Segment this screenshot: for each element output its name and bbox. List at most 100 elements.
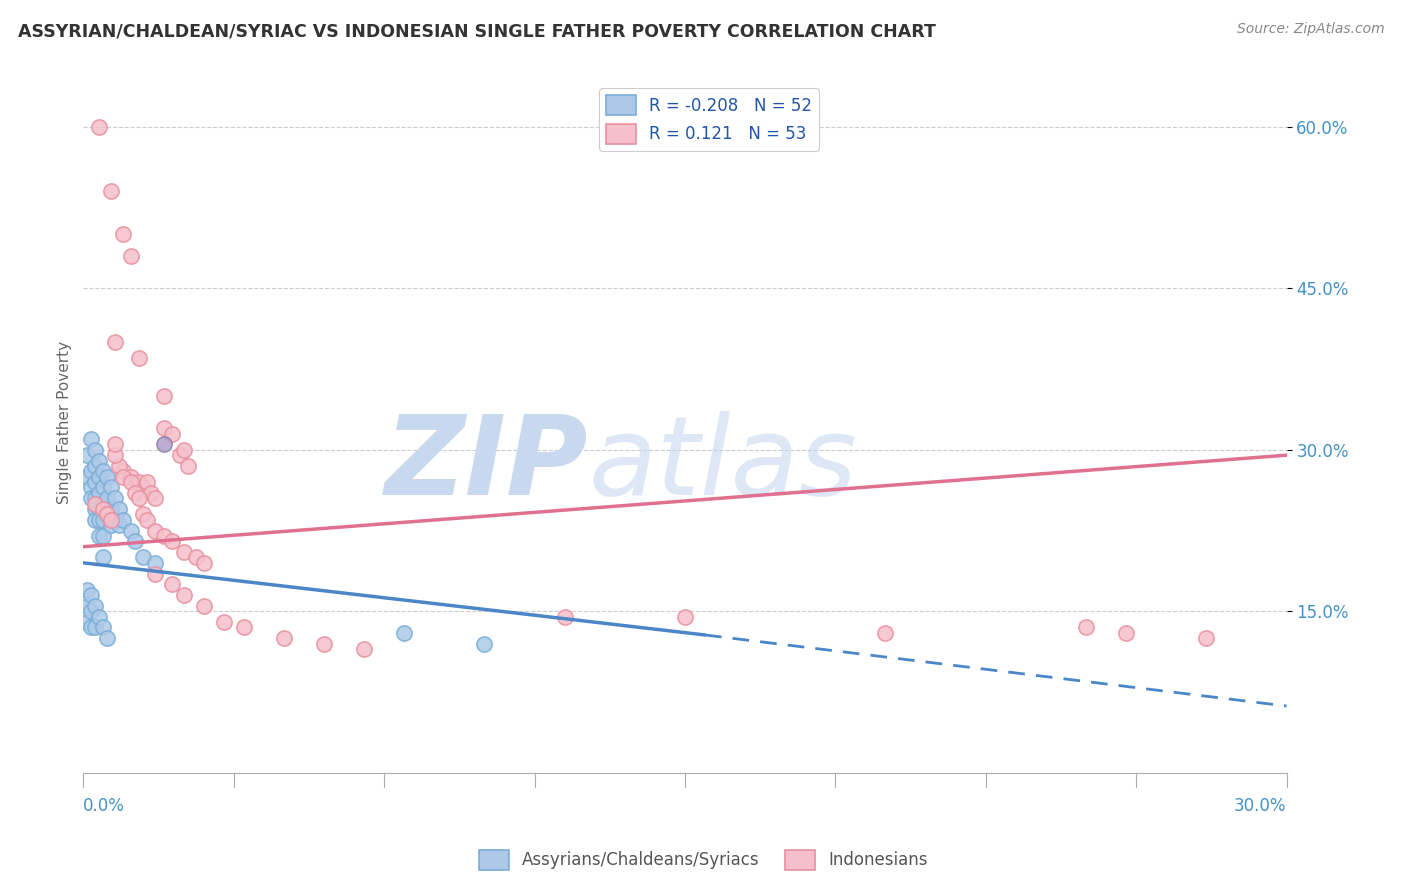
Point [184,550,207,565]
Text: atlas: atlas [589,411,858,518]
Point [112,513,135,527]
Point [93,481,115,495]
Point [84,620,107,634]
Point [89,529,111,543]
Point [124,534,146,549]
Point [89,609,111,624]
Point [80,604,103,618]
Point [128,351,150,366]
Point [160,426,183,441]
Point [80,481,103,495]
Point [112,469,135,483]
Point [124,486,146,500]
Point [212,615,235,629]
Point [96,469,118,483]
Point [160,534,183,549]
Point [76,469,98,483]
Text: 30.0%: 30.0% [1234,797,1286,815]
Point [93,620,115,634]
Point [145,566,167,581]
Point [80,432,103,446]
Point [145,491,167,506]
Point [96,508,118,522]
Point [89,513,111,527]
Point [128,475,150,489]
Point [100,502,122,516]
Point [160,577,183,591]
Point [136,513,159,527]
Point [176,458,198,473]
Point [104,448,127,462]
Point [89,453,111,467]
Point [80,620,103,634]
Point [173,588,195,602]
Point [104,513,127,527]
Point [673,609,696,624]
Point [76,582,98,597]
Point [84,497,107,511]
Point [136,475,159,489]
Point [1195,631,1218,645]
Legend: Assyrians/Chaldeans/Syriacs, Indonesians: Assyrians/Chaldeans/Syriacs, Indonesians [472,843,934,877]
Point [141,486,163,500]
Point [84,599,107,613]
Point [132,508,155,522]
Text: Source: ZipAtlas.com: Source: ZipAtlas.com [1237,22,1385,37]
Point [173,545,195,559]
Point [108,502,131,516]
Point [100,185,122,199]
Point [93,464,115,478]
Point [128,491,150,506]
Point [80,491,103,506]
Point [80,464,103,478]
Point [104,335,127,350]
Point [96,508,118,522]
Point [145,524,167,538]
Point [76,599,98,613]
Point [112,227,135,242]
Point [232,620,254,634]
Point [169,448,191,462]
Point [353,642,375,657]
Point [120,249,142,263]
Point [100,518,122,533]
Point [84,513,107,527]
Point [93,529,115,543]
Point [474,637,496,651]
Point [100,513,122,527]
Point [1115,625,1137,640]
Point [152,437,174,451]
Point [89,469,111,483]
Point [120,524,142,538]
Point [89,502,111,516]
Point [89,120,111,134]
Point [554,609,576,624]
Point [173,442,195,457]
Point [76,448,98,462]
Point [84,458,107,473]
Text: ASSYRIAN/CHALDEAN/SYRIAC VS INDONESIAN SINGLE FATHER POVERTY CORRELATION CHART: ASSYRIAN/CHALDEAN/SYRIAC VS INDONESIAN S… [18,22,936,40]
Point [152,389,174,403]
Legend: R = -0.208   N = 52, R = 0.121   N = 53: R = -0.208 N = 52, R = 0.121 N = 53 [599,88,818,151]
Point [152,529,174,543]
Point [84,475,107,489]
Point [108,458,131,473]
Text: ZIP: ZIP [385,411,589,518]
Point [104,491,127,506]
Point [93,550,115,565]
Point [193,556,215,570]
Text: 0.0%: 0.0% [83,797,125,815]
Y-axis label: Single Father Poverty: Single Father Poverty [58,342,72,505]
Point [96,631,118,645]
Point [89,486,111,500]
Point [392,625,415,640]
Point [100,481,122,495]
Point [84,442,107,457]
Point [132,481,155,495]
Point [93,497,115,511]
Point [120,469,142,483]
Point [80,588,103,602]
Point [120,475,142,489]
Point [76,615,98,629]
Point [875,625,897,640]
